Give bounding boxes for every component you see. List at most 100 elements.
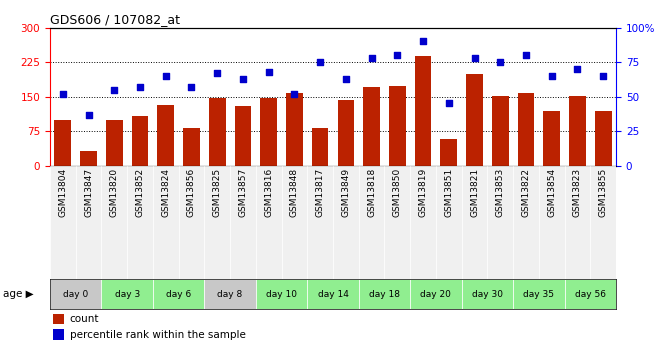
Bar (183, 128, 200, 166)
Text: day 35: day 35 (523, 289, 554, 299)
Bar (462, 166, 488, 279)
Bar (312, 128, 328, 166)
Bar (132, 116, 149, 166)
Bar (462, 279, 513, 309)
Bar (256, 166, 282, 279)
Text: GSM13851: GSM13851 (444, 168, 454, 217)
Point (366, 55, 377, 61)
Text: GSM13825: GSM13825 (212, 168, 222, 217)
Bar (50, 279, 101, 309)
Point (57, 91, 68, 97)
Text: percentile rank within the sample: percentile rank within the sample (70, 330, 246, 340)
Text: GSM13824: GSM13824 (161, 168, 170, 217)
Bar (333, 166, 359, 279)
Bar (338, 100, 354, 166)
Text: GSM13816: GSM13816 (264, 168, 273, 217)
Bar (466, 73, 483, 166)
Bar (260, 98, 277, 166)
Bar (517, 93, 534, 166)
Text: GSM13822: GSM13822 (521, 168, 531, 217)
Bar (513, 279, 565, 309)
Bar (153, 279, 204, 309)
Point (495, 59, 505, 65)
Bar (76, 166, 101, 279)
Bar (101, 166, 127, 279)
Bar (363, 87, 380, 166)
Point (109, 87, 120, 92)
Point (161, 73, 171, 79)
Bar (282, 166, 307, 279)
Bar (595, 111, 611, 166)
Text: GSM13821: GSM13821 (470, 168, 479, 217)
Bar (543, 111, 560, 166)
Bar (127, 166, 153, 279)
Text: age ▶: age ▶ (3, 289, 34, 299)
Bar (539, 166, 565, 279)
Point (135, 84, 145, 90)
Point (186, 84, 196, 90)
Text: day 0: day 0 (63, 289, 89, 299)
Text: GDS606 / 107082_at: GDS606 / 107082_at (50, 13, 180, 27)
Text: GSM13823: GSM13823 (573, 168, 582, 217)
Point (340, 76, 351, 81)
Point (546, 73, 557, 79)
Text: day 18: day 18 (369, 289, 400, 299)
Text: GSM13853: GSM13853 (496, 168, 505, 217)
Text: count: count (70, 314, 99, 324)
Point (444, 101, 454, 106)
Text: day 6: day 6 (166, 289, 191, 299)
Bar (492, 96, 509, 166)
Bar (565, 166, 590, 279)
Point (418, 39, 428, 44)
Bar (410, 279, 462, 309)
Point (83, 112, 94, 117)
Bar (157, 105, 174, 166)
Bar (106, 120, 123, 166)
Bar (440, 139, 457, 166)
Point (392, 52, 403, 58)
Text: GSM13820: GSM13820 (110, 168, 119, 217)
Bar (178, 166, 204, 279)
Bar (389, 87, 406, 166)
Text: GSM13850: GSM13850 (393, 168, 402, 217)
Bar (256, 279, 307, 309)
Text: day 14: day 14 (318, 289, 348, 299)
Bar (415, 56, 432, 166)
Bar (153, 166, 178, 279)
Bar (101, 279, 153, 309)
Bar (590, 166, 616, 279)
Point (289, 91, 300, 97)
Bar (307, 279, 359, 309)
Bar (204, 166, 230, 279)
Text: day 30: day 30 (472, 289, 503, 299)
Point (469, 55, 480, 61)
Text: GSM13804: GSM13804 (59, 168, 67, 217)
Text: day 3: day 3 (115, 289, 140, 299)
Bar (307, 166, 333, 279)
Bar (513, 166, 539, 279)
Text: day 20: day 20 (420, 289, 452, 299)
Bar (55, 120, 71, 166)
Text: GSM13817: GSM13817 (316, 168, 324, 217)
Bar (565, 279, 616, 309)
Bar (384, 166, 410, 279)
Bar (230, 166, 256, 279)
Point (238, 76, 248, 81)
Bar (50, 166, 76, 279)
Bar (80, 151, 97, 166)
Bar (569, 96, 586, 166)
Text: GSM13848: GSM13848 (290, 168, 299, 217)
Point (521, 52, 531, 58)
Bar (53, 314, 64, 324)
Bar (286, 93, 303, 166)
Text: GSM13818: GSM13818 (367, 168, 376, 217)
Text: day 8: day 8 (217, 289, 242, 299)
Point (598, 73, 609, 79)
Point (263, 69, 274, 75)
Text: GSM13847: GSM13847 (84, 168, 93, 217)
Bar (410, 166, 436, 279)
Bar (359, 279, 410, 309)
Text: GSM13857: GSM13857 (238, 168, 248, 217)
Point (572, 66, 583, 72)
Point (212, 70, 222, 76)
